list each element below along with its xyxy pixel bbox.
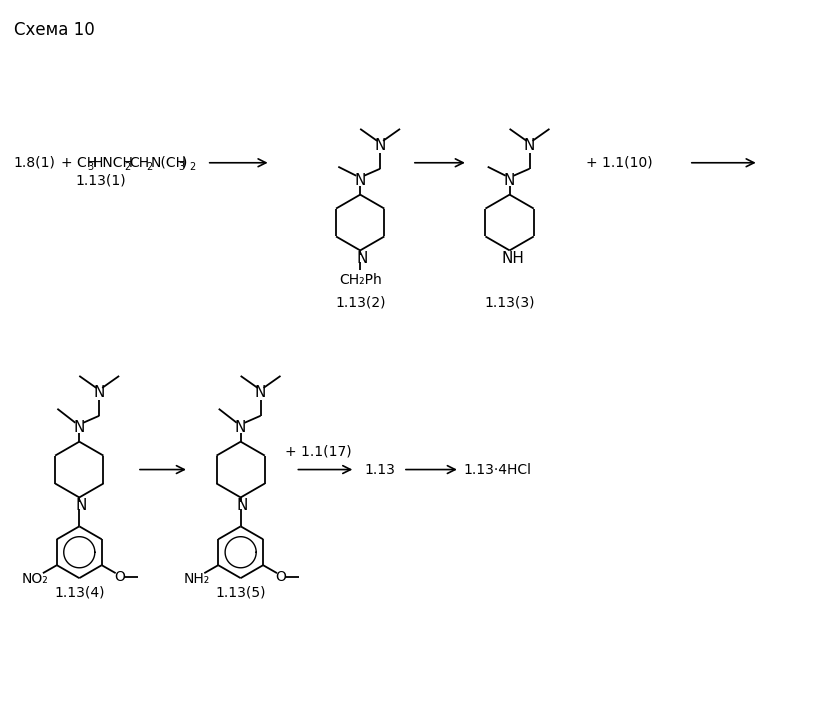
Text: NH: NH	[501, 251, 524, 266]
Text: N: N	[74, 420, 85, 435]
Text: N: N	[75, 498, 87, 513]
Text: 2: 2	[189, 162, 196, 172]
Text: 1.13(4): 1.13(4)	[54, 585, 105, 599]
Text: 2: 2	[146, 162, 152, 172]
Text: Схема 10: Схема 10	[14, 21, 94, 39]
Text: 1.13(3): 1.13(3)	[484, 295, 535, 309]
Text: HNCH: HNCH	[92, 155, 133, 170]
Text: + 1.1(10): + 1.1(10)	[586, 155, 653, 170]
Text: N: N	[375, 138, 386, 153]
Text: 1.13: 1.13	[365, 463, 396, 476]
Text: 1.8(1): 1.8(1)	[14, 155, 56, 170]
Text: + CH: + CH	[61, 155, 97, 170]
Text: N: N	[524, 138, 535, 153]
Text: NH₂: NH₂	[183, 572, 209, 586]
Text: O: O	[276, 570, 286, 584]
Text: N: N	[235, 420, 246, 435]
Text: 1.13(1): 1.13(1)	[76, 174, 127, 188]
Text: NO₂: NO₂	[21, 572, 48, 586]
Text: N: N	[255, 385, 267, 401]
Text: N: N	[354, 173, 366, 188]
Text: 1.13(2): 1.13(2)	[335, 295, 385, 309]
Text: 3: 3	[88, 162, 93, 172]
Text: 3: 3	[178, 162, 184, 172]
Text: N: N	[504, 173, 515, 188]
Text: ): )	[182, 155, 187, 170]
Text: O: O	[115, 570, 125, 584]
Text: N: N	[357, 251, 368, 266]
Text: 1.13·4HCl: 1.13·4HCl	[464, 463, 532, 476]
Text: CH₂Ph: CH₂Ph	[339, 273, 381, 287]
Text: 2: 2	[124, 162, 130, 172]
Text: N: N	[93, 385, 105, 401]
Text: N(CH: N(CH	[151, 155, 187, 170]
Text: CH: CH	[129, 155, 149, 170]
Text: + 1.1(17): + 1.1(17)	[285, 445, 352, 458]
Text: N: N	[237, 498, 249, 513]
Text: 1.13(5): 1.13(5)	[215, 585, 266, 599]
